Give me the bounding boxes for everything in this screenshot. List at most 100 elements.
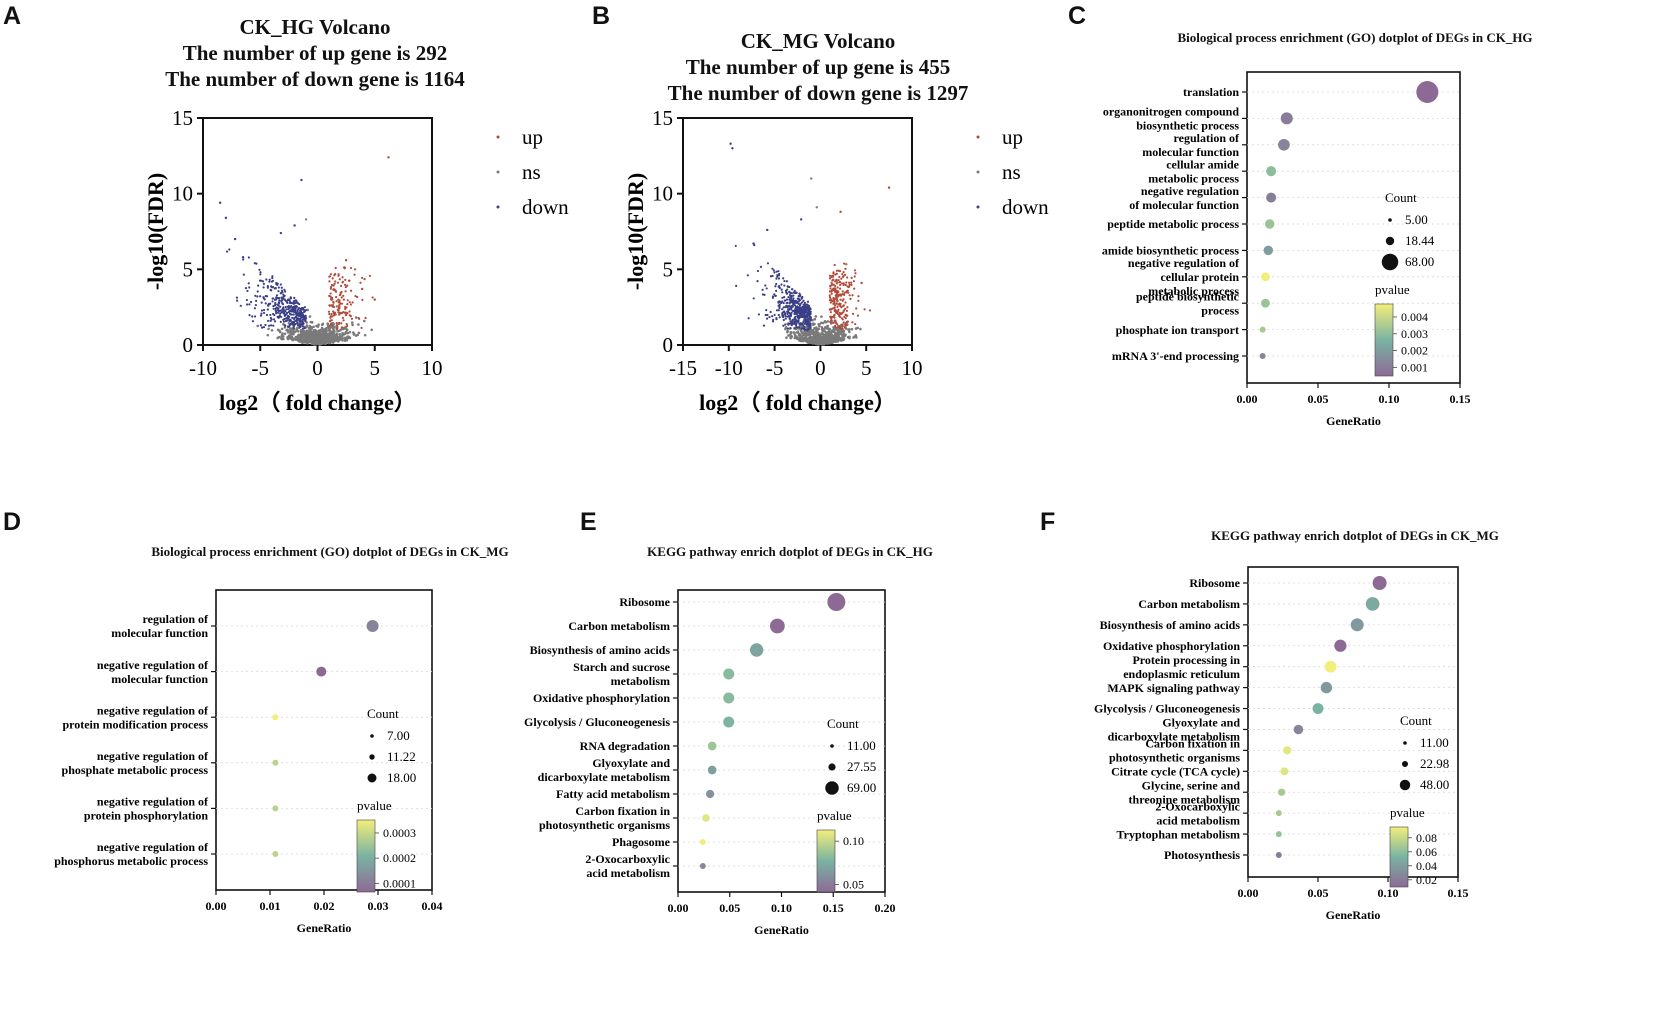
- up-point: [328, 319, 332, 323]
- down-point: [794, 324, 798, 327]
- down-point: [290, 304, 293, 308]
- chart-title: Biological process enrichment (GO) dotpl…: [1177, 30, 1533, 45]
- outlier-point: [752, 242, 755, 245]
- down-point: [292, 317, 296, 321]
- up-point: [838, 287, 842, 290]
- data-dot: [1280, 112, 1293, 125]
- ns-point: [304, 339, 308, 342]
- down-point: [272, 318, 276, 321]
- category-label: negative regulation: [1141, 184, 1239, 198]
- ns-point: [309, 329, 313, 333]
- up-point: [840, 277, 843, 280]
- down-point: [786, 327, 789, 330]
- down-point: [792, 309, 795, 312]
- ns-point: [816, 341, 820, 345]
- down-point: [781, 296, 784, 299]
- x-tick-label: 0.15: [1448, 886, 1469, 900]
- down-point: [283, 314, 286, 317]
- category-label: Glyoxylate and: [592, 756, 670, 770]
- down-point: [279, 283, 282, 286]
- down-point: [276, 283, 279, 286]
- data-dot: [1283, 746, 1292, 755]
- up-point: [836, 286, 839, 289]
- data-dot: [272, 714, 279, 721]
- ns-point: [311, 330, 315, 334]
- down-point: [260, 326, 264, 329]
- down-point: [798, 304, 802, 307]
- size-legend-label: 68.00: [1405, 254, 1434, 269]
- down-point: [303, 306, 307, 309]
- category-label: dicarboxylate metabolism: [1108, 730, 1240, 744]
- y-tick-label: 10: [172, 182, 193, 206]
- data-dot: [272, 851, 279, 857]
- down-point: [282, 320, 286, 323]
- down-point: [773, 293, 776, 296]
- up-point: [839, 302, 842, 306]
- x-tick-label: 0.15: [1450, 392, 1471, 406]
- up-point: [342, 298, 345, 301]
- ns-point: [308, 334, 312, 338]
- down-point: [283, 298, 287, 301]
- ns-point: [341, 337, 344, 341]
- legend-marker: [976, 205, 980, 209]
- down-point: [793, 327, 796, 330]
- down-point: [788, 317, 792, 321]
- down-point: [784, 317, 787, 320]
- dotplot-chart-c: translation organonitrogen compoundbiosyn…: [1102, 71, 1471, 428]
- ns-point: [789, 330, 793, 334]
- ns-point: [823, 320, 827, 323]
- ns-point: [276, 336, 280, 340]
- x-tick-label: 0: [312, 356, 323, 380]
- down-point: [791, 304, 794, 307]
- up-point: [330, 312, 333, 316]
- ns-point: [850, 327, 854, 331]
- outlier-point: [224, 216, 228, 220]
- ns-point: [348, 330, 352, 334]
- size-legend-dot: [369, 754, 375, 760]
- up-point: [829, 301, 833, 304]
- ns-point: [292, 330, 296, 334]
- panel-letter-d: D: [3, 508, 22, 536]
- ns-point: [330, 336, 333, 340]
- down-point: [294, 306, 297, 309]
- down-point: [274, 287, 277, 290]
- ns-point: [798, 327, 802, 331]
- down-point: [271, 297, 274, 300]
- ns-point: [298, 339, 302, 343]
- down-point: [802, 303, 805, 306]
- ns-point: [344, 332, 347, 335]
- up-point: [838, 275, 841, 279]
- category-label: Tryptophan metabolism: [1117, 827, 1240, 841]
- ns-point: [817, 327, 820, 331]
- x-tick-label: -5: [252, 356, 270, 380]
- down-point: [244, 286, 248, 290]
- data-dot: [705, 789, 715, 799]
- down-point: [289, 297, 293, 300]
- panel-letter-f: F: [1040, 508, 1056, 536]
- category-label: negative regulation of: [1128, 256, 1240, 270]
- down-point: [757, 313, 761, 316]
- down-point: [288, 324, 291, 327]
- up-point: [343, 266, 346, 269]
- up-point: [331, 305, 334, 308]
- plot-frame: [202, 117, 433, 346]
- x-tick-label: 0: [815, 356, 826, 380]
- up-point: [342, 311, 345, 314]
- category-label: cellular amide: [1166, 157, 1239, 171]
- ns-point: [840, 338, 844, 341]
- outlier-point: [241, 256, 245, 259]
- category-label: peptide biosynthetic: [1136, 289, 1240, 303]
- ns-point: [831, 335, 835, 339]
- up-point: [837, 279, 840, 282]
- x-tick-label: 0.02: [314, 899, 335, 913]
- data-dot: [1263, 245, 1274, 256]
- ns-point: [801, 331, 805, 335]
- outlier-point: [815, 206, 818, 209]
- down-point: [799, 294, 802, 297]
- data-dot: [1275, 810, 1282, 817]
- down-point: [803, 307, 806, 310]
- color-legend-title: pvalue: [1390, 805, 1425, 820]
- up-point: [340, 290, 343, 294]
- down-point: [249, 300, 253, 304]
- down-point: [799, 311, 802, 314]
